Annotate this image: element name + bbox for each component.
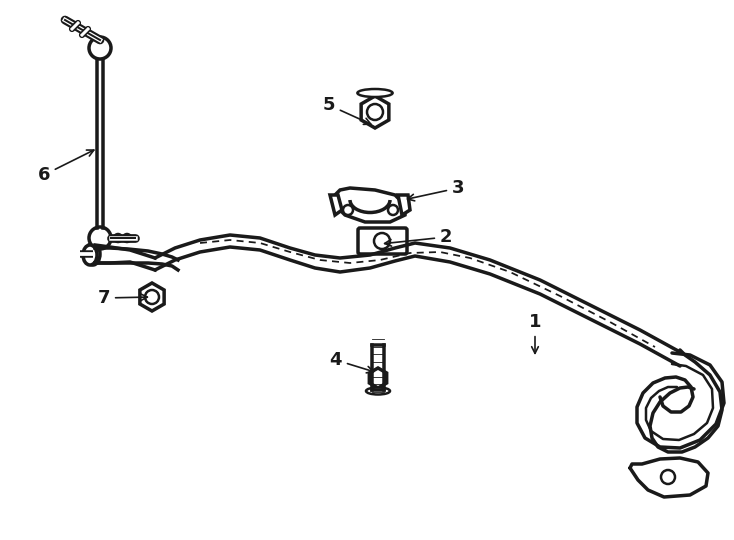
Ellipse shape [357, 89, 393, 97]
Circle shape [661, 470, 675, 484]
Circle shape [367, 104, 383, 120]
Circle shape [114, 234, 122, 242]
Ellipse shape [86, 243, 100, 265]
Circle shape [388, 205, 398, 215]
Polygon shape [330, 195, 342, 215]
Polygon shape [398, 195, 410, 215]
Circle shape [343, 205, 353, 215]
Text: 5: 5 [322, 96, 371, 124]
Text: 4: 4 [330, 351, 374, 373]
Circle shape [374, 233, 390, 249]
FancyBboxPatch shape [358, 228, 407, 254]
Ellipse shape [83, 245, 97, 265]
Text: 1: 1 [528, 313, 541, 353]
Polygon shape [335, 188, 405, 222]
Circle shape [89, 227, 111, 249]
Polygon shape [140, 283, 164, 311]
Circle shape [123, 234, 131, 242]
Text: 2: 2 [385, 228, 452, 246]
Text: 7: 7 [98, 289, 148, 307]
Polygon shape [361, 96, 389, 128]
Text: 6: 6 [37, 150, 94, 184]
Circle shape [89, 37, 111, 59]
Polygon shape [369, 368, 387, 388]
Circle shape [145, 290, 159, 304]
Ellipse shape [366, 388, 390, 395]
Text: 3: 3 [407, 179, 465, 201]
